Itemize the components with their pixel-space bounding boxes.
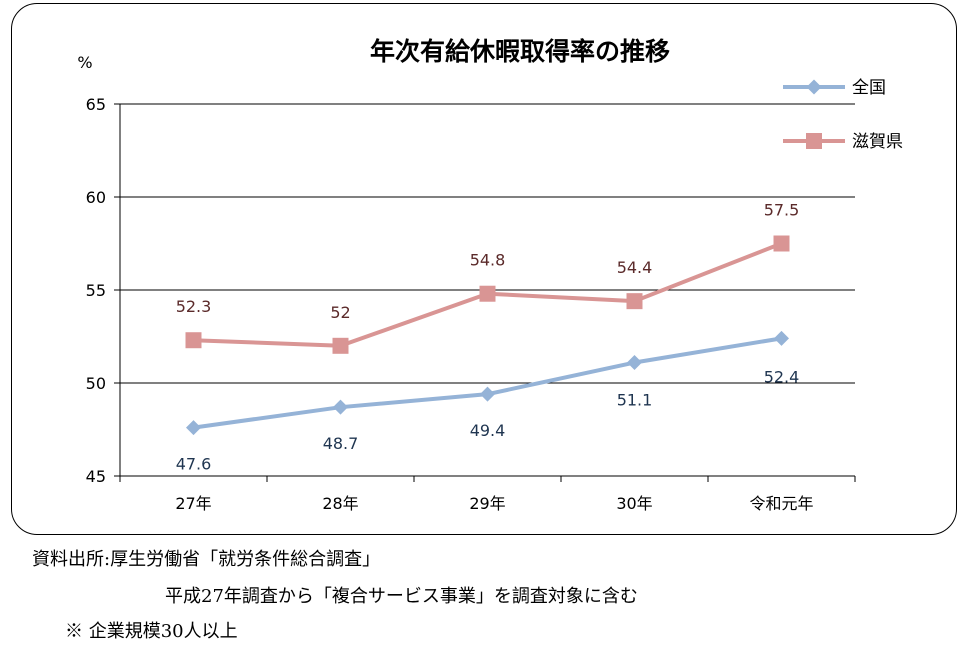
legend-label-shiga: 滋賀県 [852,132,903,152]
data-label-shiga: 52 [330,303,350,322]
legend-label-zenkoku: 全国 [852,78,886,98]
data-point-zenkoku [480,386,495,402]
x-tick-label: 28年 [322,494,358,513]
legend-marker-shiga [806,133,822,149]
data-point-shiga [479,285,496,302]
gridlines [120,103,855,384]
data-labels: 47.6 48.7 49.4 51.1 52.4 52.3 52 54.8 54.4 57.5 [176,201,800,474]
data-label-shiga: 57.5 [764,201,800,220]
data-label-zenkoku: 51.1 [617,391,653,410]
chart-frame [11,3,957,535]
y-tick-label: 55 [86,281,106,300]
data-point-shiga [626,293,643,310]
series-layer [185,235,790,436]
y-tick-label: 65 [86,95,106,114]
data-label-shiga: 54.8 [470,251,506,270]
data-label-zenkoku: 49.4 [470,421,506,440]
source-line-2: 平成27年調査から「複合サービス事業」を調査対象に含む [165,586,638,607]
data-label-zenkoku: 48.7 [323,434,359,453]
source-note: ※ 企業規模30人以上 [65,621,238,642]
x-tick-label: 29年 [469,494,505,513]
legend-marker-zenkoku [806,79,822,95]
x-tick-label: 30年 [616,494,652,513]
y-tick-label: 50 [86,374,106,393]
data-label-zenkoku: 47.6 [176,455,212,474]
chart-title: 年次有給休暇取得率の推移 [370,37,670,66]
data-point-zenkoku [774,330,789,346]
y-tick-label: 45 [86,467,106,486]
data-point-zenkoku [186,420,201,436]
data-point-shiga [185,332,202,349]
data-point-shiga [332,337,349,354]
y-tick-label: 60 [86,188,106,207]
data-label-shiga: 52.3 [176,297,212,316]
axes: 45 50 55 60 65 27年 28年 29年 30年 令和元年 [86,95,856,513]
data-point-zenkoku [627,355,642,371]
data-label-shiga: 54.4 [617,258,653,277]
source-line-1: 資料出所:厚生労働省「就労条件総合調査」 [32,549,381,570]
x-tick-label: 令和元年 [749,494,813,513]
x-tick-label: 27年 [175,494,211,513]
data-point-zenkoku [333,399,348,415]
line-chart: 年次有給休暇取得率の推移 % 45 50 55 60 65 27年 28年 29年 30年 令和元… [77,37,903,513]
data-label-zenkoku: 52.4 [764,367,800,386]
y-axis-unit-label: % [77,53,92,72]
data-point-shiga [773,235,790,252]
